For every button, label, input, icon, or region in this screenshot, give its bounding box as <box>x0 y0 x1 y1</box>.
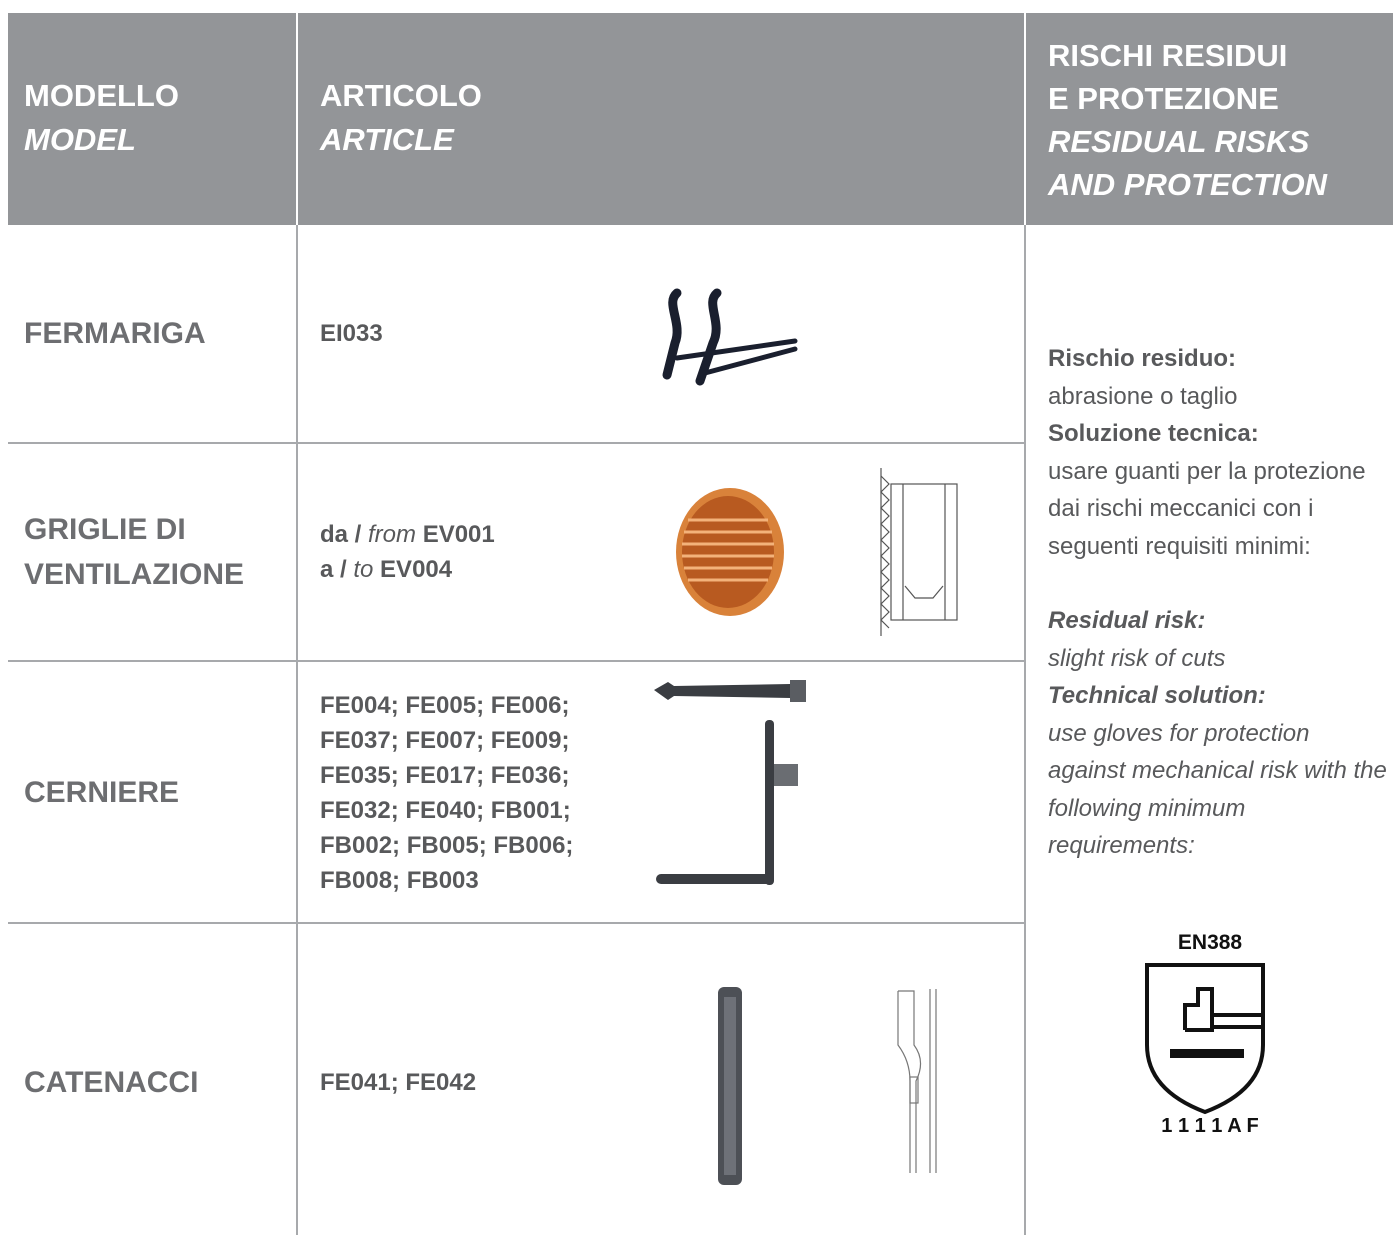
article: EI033 <box>320 320 383 347</box>
text: Technical solution: <box>1048 682 1266 709</box>
text: AND PROTECTION <box>1048 167 1327 202</box>
product-drawing <box>880 468 958 636</box>
header-article: ARTICOLO ARTICLE <box>320 74 482 162</box>
header-risks: RISCHI RESIDUI E PROTEZIONE RESIDUAL RISKS… <box>1048 34 1327 206</box>
text: slight risk of cuts <box>1048 644 1226 672</box>
text: da / <box>320 521 362 548</box>
column-line <box>1024 225 1026 1235</box>
text: use gloves for protection against mechan… <box>1048 719 1387 860</box>
text: FE035; FE017; FE036; <box>320 762 570 789</box>
product-drawing <box>897 989 937 1173</box>
en388-badge: EN388 1 1 1 1 A F <box>1145 931 1265 1137</box>
text: MODEL <box>24 122 136 157</box>
header-divider <box>1024 13 1026 225</box>
text: abrasione o taglio <box>1048 382 1238 410</box>
text: Residual risk: <box>1048 607 1206 634</box>
article: FE004; FE005; FE006; FE037; FE007; FE009;… <box>320 688 573 898</box>
model: GRIGLIE DI VENTILAZIONE <box>24 513 245 591</box>
model: CERNIERE <box>24 776 180 809</box>
product-image <box>718 987 742 1185</box>
row-line <box>8 442 1025 444</box>
text: ARTICOLO <box>320 78 482 113</box>
model: CATENACCI <box>24 1066 199 1099</box>
risk-en: Residual risk: slight risk of cuts Technic… <box>1048 602 1388 865</box>
header-divider <box>296 13 298 225</box>
text: FE004; FE005; FE006; <box>320 692 570 719</box>
badge-title: EN388 <box>1178 931 1243 954</box>
row-line <box>8 660 1025 662</box>
text: FB002; FB005; FB006; <box>320 832 574 859</box>
text: to <box>353 556 374 583</box>
header-model: MODELLO MODEL <box>24 74 179 162</box>
text: MODELLO <box>24 78 179 113</box>
text: usare guanti per la protezione dai risch… <box>1048 457 1366 560</box>
text: RISCHI RESIDUI <box>1048 38 1288 73</box>
text: FE037; FE007; FE009; <box>320 727 570 754</box>
header <box>8 13 1393 225</box>
product-image <box>662 288 798 386</box>
text: from <box>368 521 417 548</box>
text: E PROTEZIONE <box>1048 81 1279 116</box>
row-line <box>8 922 1025 924</box>
model: FERMARIGA <box>24 317 206 350</box>
text: a / <box>320 556 347 583</box>
text: Rischio residuo: <box>1048 345 1237 372</box>
text: Soluzione tecnica: <box>1048 420 1259 447</box>
text: FB008; FB003 <box>320 867 479 894</box>
text: EV004 <box>380 556 453 583</box>
text: FE032; FE040; FB001; <box>320 797 571 824</box>
text: ARTICLE <box>320 122 454 157</box>
article: da / from EV001 a / to EV004 <box>320 517 495 587</box>
risk-text: Rischio residuo: abrasione o taglio Soluzi… <box>1048 340 1388 865</box>
product-image <box>654 680 806 885</box>
text: RESIDUAL RISKS <box>1048 124 1310 159</box>
text: EV001 <box>422 521 495 548</box>
badge-code: 1 1 1 1 A F <box>1161 1115 1258 1137</box>
risk-it: Rischio residuo: abrasione o taglio Soluzi… <box>1048 340 1388 565</box>
article: FE041; FE042 <box>320 1069 477 1096</box>
product-image <box>676 488 784 616</box>
column-line <box>296 225 298 1235</box>
